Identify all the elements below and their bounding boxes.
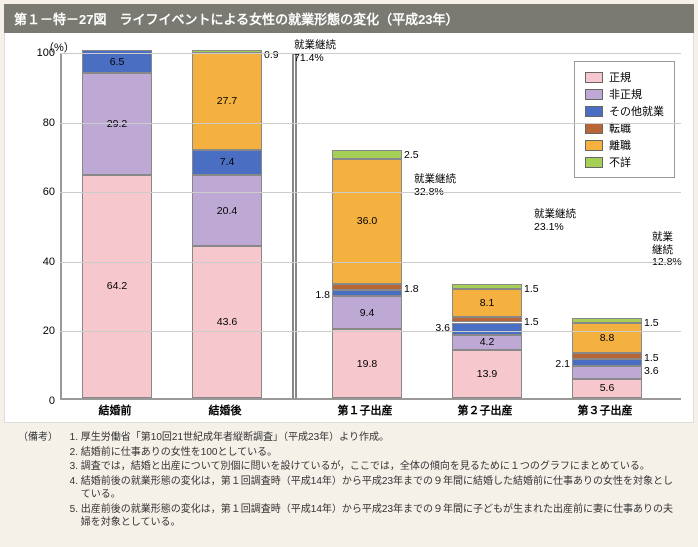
bar-segment: 36.0 xyxy=(332,159,402,284)
segment-value: 13.9 xyxy=(477,368,497,380)
chart-container: 第１－特－27図 ライフイベントによる女性の就業形態の変化（平成23年） （%）… xyxy=(0,0,698,541)
bar-segment: 9.4 xyxy=(332,296,402,329)
bar-segment: 3.6 xyxy=(572,366,642,379)
x-category-label: 結婚前 xyxy=(75,402,155,418)
bar-segment: 1.5 xyxy=(572,318,642,323)
bar-segment: 8.1 xyxy=(452,289,522,317)
legend-item: 正規 xyxy=(585,69,664,85)
segment-value: 6.5 xyxy=(110,56,125,68)
continuation-callout: 就業継続12.8% xyxy=(652,231,682,269)
category-separator xyxy=(292,53,294,398)
segment-value: 27.7 xyxy=(217,95,237,107)
bar-segment: 1.5 xyxy=(572,353,642,358)
segment-value: 4.2 xyxy=(480,336,495,348)
note-item: 結婚前に仕事ありの女性を100としている。 xyxy=(81,446,677,460)
segment-value: 9.4 xyxy=(360,307,375,319)
continuation-callout: 就業継続23.1% xyxy=(534,208,576,233)
legend-item: 不詳 xyxy=(585,154,664,170)
legend-item: 非正規 xyxy=(585,86,664,102)
segment-value: 1.5 xyxy=(524,283,539,295)
legend-swatch xyxy=(585,106,603,117)
y-tick: 80 xyxy=(29,117,55,129)
segment-value: 64.2 xyxy=(107,280,127,292)
x-category-label: 第１子出産 xyxy=(325,402,405,418)
legend-swatch xyxy=(585,123,603,134)
segment-value: 43.6 xyxy=(217,316,237,328)
bar-segment: 1.5 xyxy=(452,317,522,322)
segment-value: 2.5 xyxy=(404,149,419,161)
legend-label: その他就業 xyxy=(609,103,664,119)
segment-value: 1.5 xyxy=(524,316,539,328)
gridline xyxy=(60,192,681,193)
continuation-callout: 就業継続71.4% xyxy=(294,39,336,64)
bar-segment: 1.5 xyxy=(452,284,522,289)
legend-item: 離職 xyxy=(585,137,664,153)
bar-segment: 43.6 xyxy=(192,246,262,398)
segment-value: 8.1 xyxy=(480,297,495,309)
bar-segment: 2.5 xyxy=(332,150,402,159)
segment-value: 3.6 xyxy=(644,365,659,377)
bar-segment: 19.8 xyxy=(332,329,402,398)
bar-segment: 3.6 xyxy=(452,323,522,336)
segment-value: 7.4 xyxy=(220,156,235,168)
bar-segment: 27.7 xyxy=(192,53,262,149)
bar-segment: 64.2 xyxy=(82,175,152,398)
notes-label: （備考） xyxy=(18,431,64,445)
segment-value: 19.8 xyxy=(357,358,377,370)
segment-value: 1.5 xyxy=(644,352,659,364)
legend-label: 不詳 xyxy=(609,154,631,170)
y-tick: 100 xyxy=(29,47,55,59)
bar-segment: 4.2 xyxy=(452,335,522,350)
legend-label: 正規 xyxy=(609,69,631,85)
legend-swatch xyxy=(585,89,603,100)
segment-value: 1.5 xyxy=(644,317,659,329)
bar-segment: 2.1 xyxy=(572,359,642,366)
note-item: 調査では，結婚と出産について別個に問いを設けているが，ここでは，全体の傾向を見る… xyxy=(81,460,677,474)
legend-label: 離職 xyxy=(609,137,631,153)
bar-segment: 8.8 xyxy=(572,323,642,354)
y-tick: 60 xyxy=(29,186,55,198)
gridline xyxy=(60,53,681,54)
bar-segment: 29.2 xyxy=(82,73,152,175)
chart-title: 第１－特－27図 ライフイベントによる女性の就業形態の変化（平成23年） xyxy=(4,4,694,33)
legend-swatch xyxy=(585,157,603,168)
segment-value: 36.0 xyxy=(357,215,377,227)
bar-segment: 13.9 xyxy=(452,350,522,398)
note-item: 出産前後の就業形態の変化は，第１回調査時（平成14年）から平成23年までの９年間… xyxy=(81,503,677,530)
gridline xyxy=(60,331,681,332)
bar-segment: 1.8 xyxy=(332,290,402,296)
legend-swatch xyxy=(585,140,603,151)
x-category-label: 結婚後 xyxy=(185,402,265,418)
bar-segment: 1.8 xyxy=(332,284,402,290)
note-item: 結婚前後の就業形態の変化は，第１回調査時（平成14年）から平成23年までの９年間… xyxy=(81,475,677,502)
chart-area: （%） 64.229.26.543.620.47.427.70.919.89.4… xyxy=(4,33,694,423)
segment-value: 1.8 xyxy=(315,289,330,301)
legend: 正規非正規その他就業転職離職不詳 xyxy=(574,61,675,178)
x-category-label: 第２子出産 xyxy=(445,402,525,418)
legend-swatch xyxy=(585,72,603,83)
segment-value: 29.2 xyxy=(107,118,127,130)
bar-segment: 7.4 xyxy=(192,150,262,176)
bar-segment: 20.4 xyxy=(192,175,262,246)
segment-value: 5.6 xyxy=(600,382,615,394)
chart-notes: （備考） 厚生労働省「第10回21世紀成年者縦断調査」（平成23年）より作成。結… xyxy=(4,423,694,537)
x-category-label: 第３子出産 xyxy=(565,402,645,418)
note-item: 厚生労働省「第10回21世紀成年者縦断調査」（平成23年）より作成。 xyxy=(81,431,677,445)
gridline xyxy=(60,262,681,263)
segment-value: 8.8 xyxy=(600,332,615,344)
legend-item: その他就業 xyxy=(585,103,664,119)
y-tick: 20 xyxy=(29,325,55,337)
category-separator xyxy=(295,53,297,398)
notes-list: 厚生労働省「第10回21世紀成年者縦断調査」（平成23年）より作成。結婚前に仕事… xyxy=(67,431,677,531)
segment-value: 1.8 xyxy=(404,283,419,295)
gridline xyxy=(60,123,681,124)
y-tick: 0 xyxy=(29,395,55,407)
segment-value: 2.1 xyxy=(555,358,570,370)
segment-value: 20.4 xyxy=(217,205,237,217)
legend-label: 非正規 xyxy=(609,86,642,102)
continuation-callout: 就業継続32.8% xyxy=(414,173,456,198)
segment-value: 0.9 xyxy=(264,49,279,61)
y-tick: 40 xyxy=(29,256,55,268)
bar-segment: 5.6 xyxy=(572,379,642,398)
